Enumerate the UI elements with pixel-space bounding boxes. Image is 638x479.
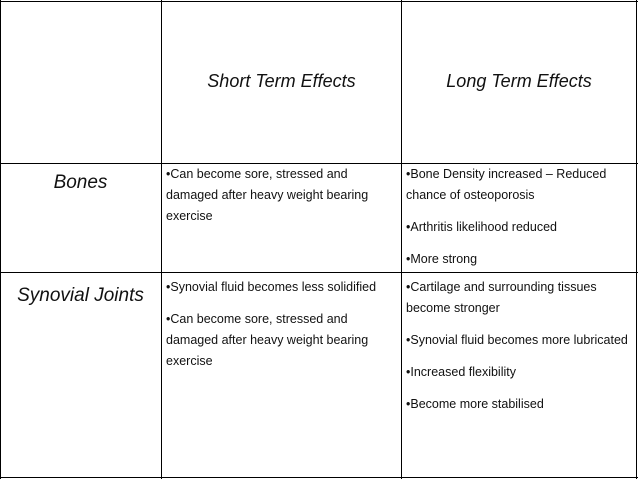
list-item: •Increased flexibility bbox=[406, 365, 516, 379]
list-item: •Can become sore, stressed and damaged a… bbox=[166, 167, 369, 223]
list-item: •Arthritis likelihood reduced bbox=[406, 220, 557, 234]
list-item: •Can become sore, stressed and damaged a… bbox=[166, 312, 369, 368]
header-short-term-label: Short Term Effects bbox=[207, 71, 356, 91]
table-divider-col1 bbox=[161, 0, 162, 479]
table-border-right bbox=[636, 0, 637, 479]
table-border-bottom bbox=[0, 477, 638, 478]
list-item: •Cartilage and surrounding tissues becom… bbox=[406, 280, 597, 315]
list-item: •Bone Density increased – Reduced chance… bbox=[406, 167, 607, 202]
row-label-synovial-joints-text: Synovial Joints bbox=[17, 285, 144, 306]
row-label-synovial-joints: Synovial Joints bbox=[0, 285, 161, 307]
list-item: •Synovial fluid becomes less solidified bbox=[166, 280, 377, 294]
header-long-term: Long Term Effects bbox=[402, 0, 636, 163]
cell-synovial-long: •Cartilage and surrounding tissues becom… bbox=[406, 277, 632, 415]
table-divider-row1 bbox=[0, 272, 638, 273]
list-item: •Become more stabilised bbox=[406, 397, 544, 411]
row-label-bones: Bones bbox=[0, 172, 161, 194]
cell-synovial-short: •Synovial fluid becomes less solidified … bbox=[166, 277, 396, 372]
table-border-top bbox=[0, 1, 638, 2]
list-item: •More strong bbox=[406, 252, 478, 266]
header-short-term: Short Term Effects bbox=[162, 0, 401, 163]
row-label-bones-text: Bones bbox=[53, 172, 108, 193]
list-item: •Synovial fluid becomes more lubricated bbox=[406, 333, 628, 347]
table-divider-col2 bbox=[401, 0, 402, 479]
table-divider-header bbox=[0, 163, 638, 164]
header-long-term-label: Long Term Effects bbox=[446, 71, 592, 91]
cell-bones-short: •Can become sore, stressed and damaged a… bbox=[166, 164, 396, 227]
table-border-left bbox=[0, 0, 1, 479]
cell-bones-long: •Bone Density increased – Reduced chance… bbox=[406, 164, 632, 270]
